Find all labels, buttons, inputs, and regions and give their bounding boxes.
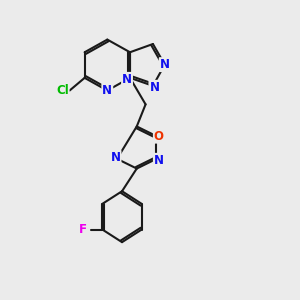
Text: Cl: Cl [56,84,69,97]
Text: N: N [102,84,112,97]
Text: F: F [79,223,87,236]
Text: N: N [154,154,164,167]
Text: O: O [154,130,164,143]
Text: N: N [110,151,121,164]
Text: N: N [160,58,170,71]
Text: N: N [122,73,132,86]
Text: N: N [149,81,159,94]
